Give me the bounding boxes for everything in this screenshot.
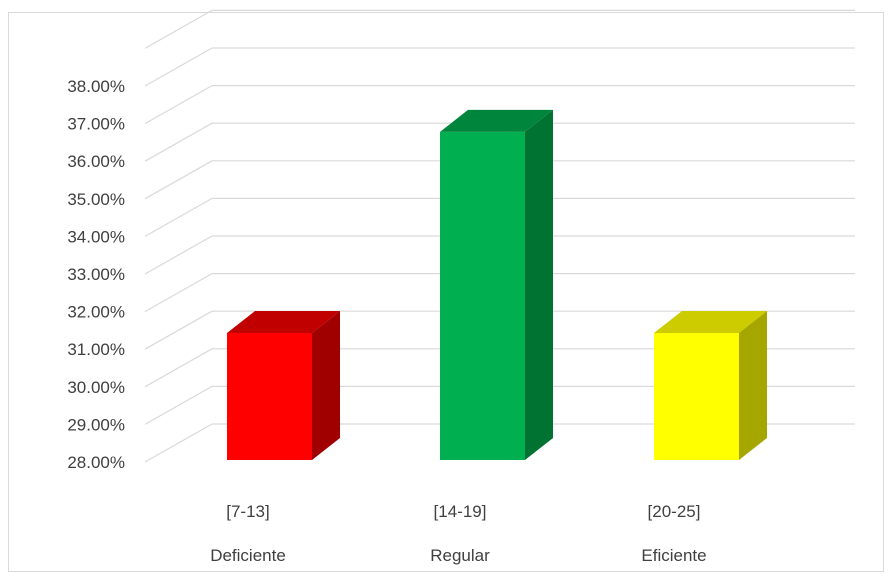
gridline-diagonal bbox=[144, 85, 213, 125]
subcategory-label: Eficiente bbox=[641, 546, 706, 565]
gridline-diagonal bbox=[144, 9, 213, 49]
gridline-diagonal bbox=[144, 348, 213, 388]
gridline-diagonal bbox=[144, 385, 213, 425]
y-tick-label: 32.00% bbox=[67, 303, 125, 322]
y-tick-label: 31.00% bbox=[67, 340, 125, 359]
bar-side bbox=[739, 311, 767, 460]
category-label: [20-25] bbox=[648, 502, 701, 521]
y-tick-label: 38.00% bbox=[67, 77, 125, 96]
bar-top bbox=[440, 109, 553, 132]
bar bbox=[654, 311, 767, 460]
bar-side bbox=[312, 311, 340, 460]
gridline-diagonal bbox=[144, 122, 213, 162]
gridline-diagonal bbox=[144, 273, 213, 313]
category-label: [7-13] bbox=[226, 502, 269, 521]
gridline-diagonal bbox=[144, 310, 213, 350]
bar-top bbox=[227, 311, 340, 333]
y-tick-label: 34.00% bbox=[67, 227, 125, 246]
y-tick-label: 37.00% bbox=[67, 115, 125, 134]
bar-front bbox=[654, 333, 739, 460]
bar-front bbox=[227, 333, 312, 460]
category-label: [14-19] bbox=[434, 502, 487, 521]
y-axis-ticks: 28.00% 29.00% 30.00% 31.00% 32.00% 33.00% 34.0… bbox=[67, 77, 125, 472]
gridline-diagonal bbox=[144, 423, 213, 463]
bar-top bbox=[654, 311, 767, 333]
bar-side bbox=[525, 109, 553, 461]
gridline-diagonal bbox=[144, 160, 213, 200]
bar bbox=[227, 311, 340, 460]
gridline-diagonal bbox=[144, 235, 213, 275]
y-tick-label: 30.00% bbox=[67, 378, 125, 397]
bar-front bbox=[440, 131, 525, 460]
y-tick-label: 36.00% bbox=[67, 152, 125, 171]
bar bbox=[440, 109, 553, 461]
gridline-diagonal bbox=[144, 197, 213, 237]
y-tick-label: 33.00% bbox=[67, 265, 125, 284]
x-axis-labels: [7-13] [14-19] [20-25] Deficiente Regular Efi… bbox=[210, 502, 706, 565]
gridline-diagonal bbox=[144, 47, 213, 87]
y-tick-label: 28.00% bbox=[67, 453, 125, 472]
y-tick-label: 35.00% bbox=[67, 190, 125, 209]
subcategory-label: Deficiente bbox=[210, 546, 286, 565]
subcategory-label: Regular bbox=[430, 546, 490, 565]
y-tick-label: 29.00% bbox=[67, 415, 125, 434]
bars bbox=[227, 109, 767, 461]
